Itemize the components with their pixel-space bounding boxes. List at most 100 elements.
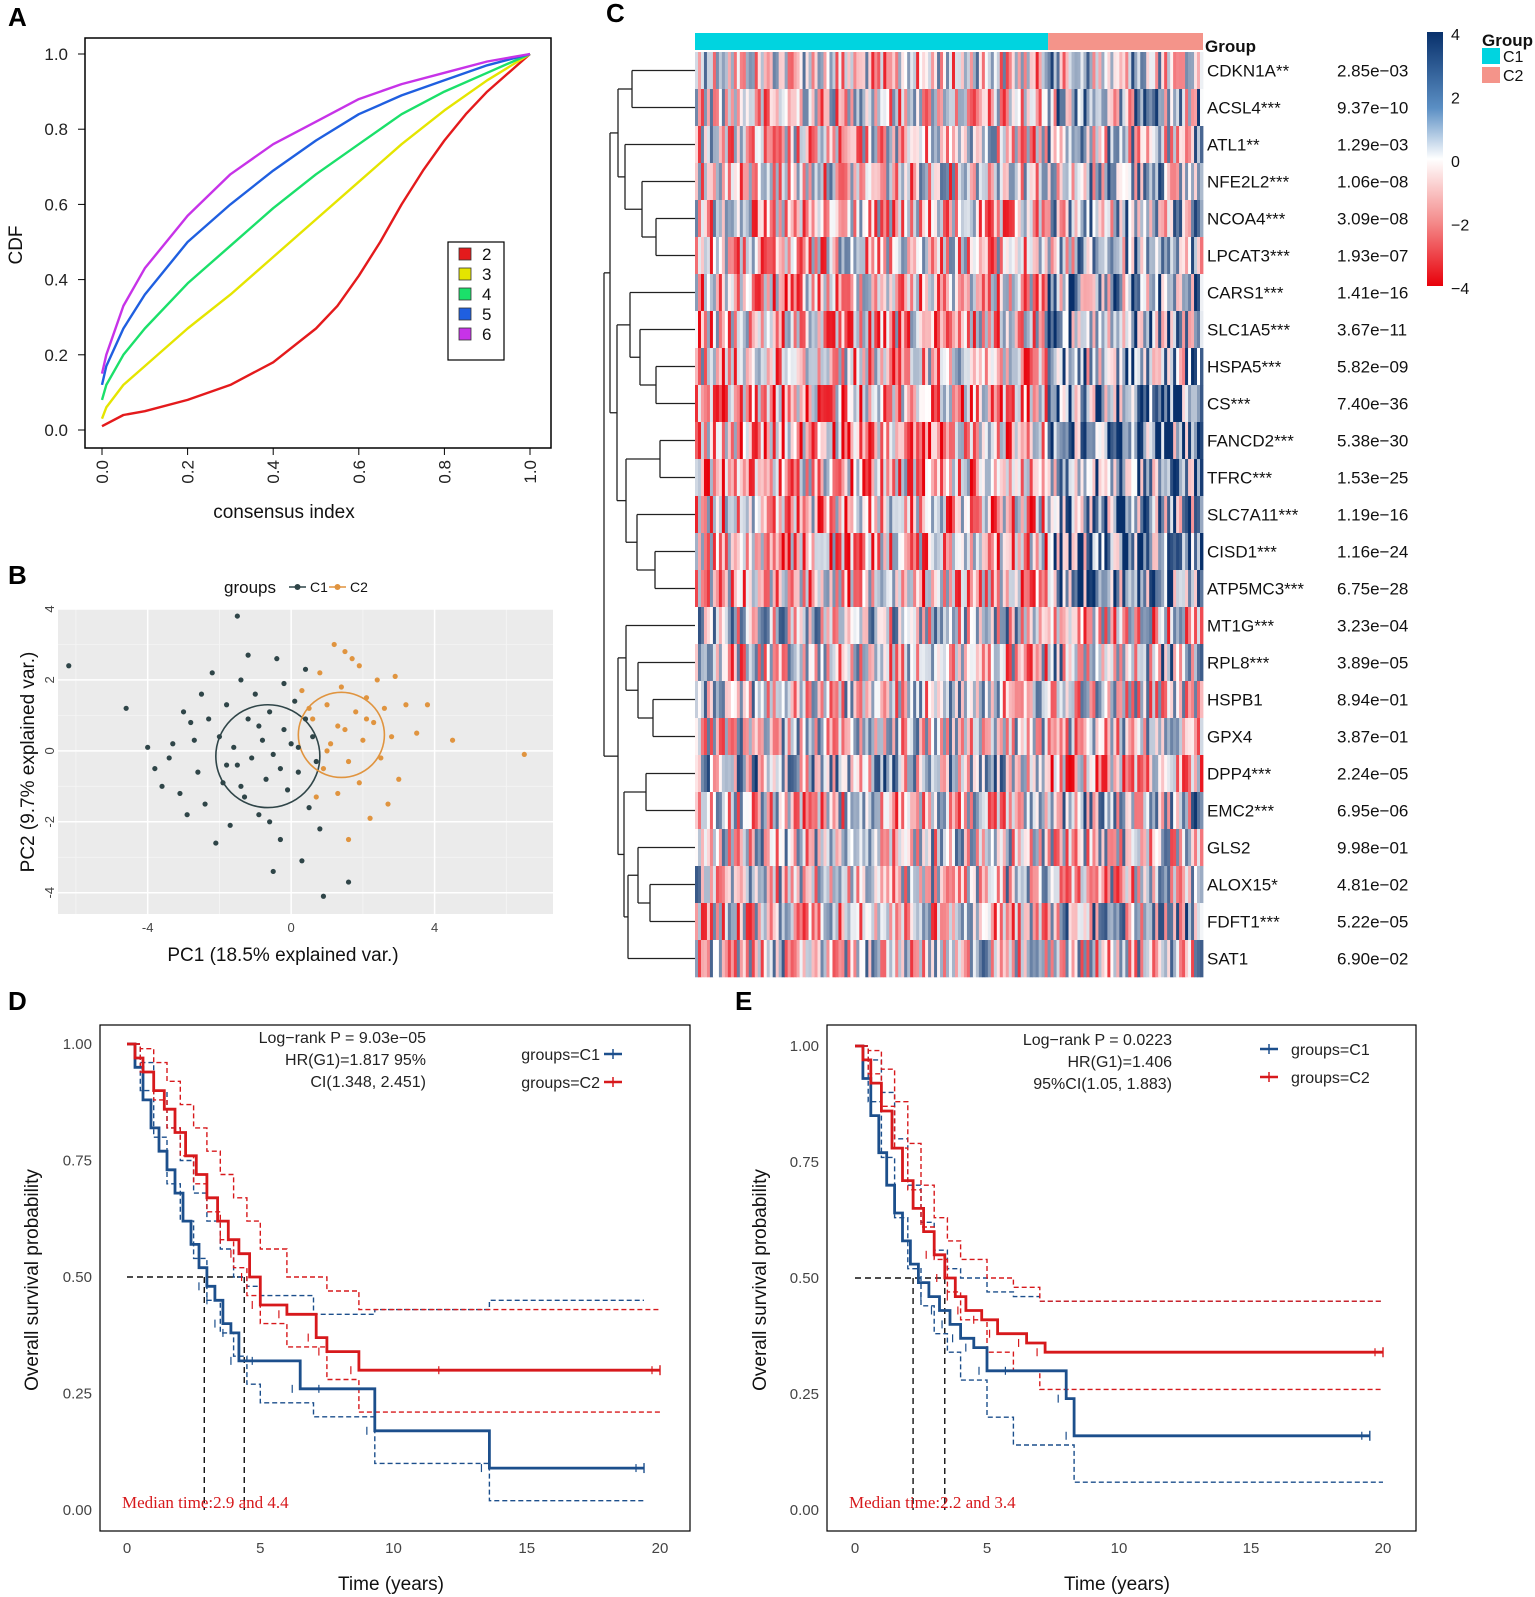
heatmap-cell: [904, 681, 908, 719]
heatmap-cell: [1176, 311, 1180, 349]
heatmap-cell: [730, 570, 735, 608]
heatmap-cell: [697, 533, 702, 571]
heatmap-cell: [901, 570, 905, 608]
heatmap-cell: [1071, 459, 1075, 497]
heatmap-cell: [790, 644, 795, 682]
heatmap-cell: [757, 533, 762, 571]
heatmap-cell: [984, 52, 989, 90]
heatmap-cell: [937, 274, 941, 312]
heatmap-cell: [1047, 570, 1051, 608]
heatmap-cell: [1074, 496, 1078, 534]
heatmap-cell: [1128, 681, 1132, 719]
heatmap-cell: [1065, 607, 1069, 645]
pca-point-c1: [234, 762, 240, 768]
heatmap-cell: [829, 903, 833, 941]
heatmap-cell: [742, 385, 747, 423]
heatmap-cell: [1086, 52, 1090, 90]
heatmap-cell: [850, 52, 854, 90]
heatmap-cell: [1086, 237, 1090, 275]
heatmap-cell: [874, 607, 878, 645]
heatmap-cell: [853, 829, 857, 867]
pca-point-c2: [345, 758, 352, 765]
heatmap-cell: [724, 718, 729, 756]
heatmap-cell: [996, 459, 1001, 497]
heatmap-cell: [1125, 126, 1129, 164]
heatmap-cell: [943, 163, 947, 201]
heatmap-cell: [940, 718, 944, 756]
pca-point-c1: [274, 656, 280, 662]
heatmap-cell: [1140, 200, 1144, 238]
heatmap-cell: [832, 681, 836, 719]
heatmap-cell: [787, 644, 792, 682]
heatmap-cell: [868, 755, 872, 793]
heatmap-cell: [1035, 644, 1040, 682]
heatmap-cell: [1005, 792, 1010, 830]
heatmap-cell: [841, 422, 845, 460]
heatmap-cell: [808, 718, 812, 756]
heatmap-cell: [1095, 718, 1099, 756]
heatmap-cell: [820, 829, 824, 867]
heatmap-cell: [972, 89, 977, 127]
heatmap-cell: [1197, 903, 1201, 941]
heatmap-cell: [811, 496, 815, 534]
heatmap-cell: [916, 829, 920, 867]
heatmap-cell: [1053, 496, 1057, 534]
heatmap-cell: [934, 385, 938, 423]
heatmap-cell: [1032, 422, 1037, 460]
heatmap-cell: [963, 126, 968, 164]
heatmap-cell: [745, 237, 750, 275]
heatmap-cell: [937, 200, 941, 238]
heatmap-cell: [892, 422, 896, 460]
heatmap-cell: [829, 348, 833, 386]
heatmap-cell: [1023, 792, 1028, 830]
heatmap-cell: [823, 311, 827, 349]
heatmap-cell: [951, 237, 956, 275]
heatmap-cell: [1188, 89, 1192, 127]
heatmap-cell: [904, 940, 908, 978]
heatmap-cell: [703, 126, 708, 164]
heatmap-cell: [766, 940, 771, 978]
heatmap-cell: [1107, 348, 1111, 386]
heatmap-cell: [886, 89, 890, 127]
heatmap-cell: [1188, 681, 1192, 719]
heatmap-cell: [895, 681, 899, 719]
heatmap-cell: [1185, 348, 1189, 386]
heatmap-cell: [754, 903, 759, 941]
heatmap-cell: [775, 89, 780, 127]
heatmap-cell: [724, 459, 729, 497]
heatmap-cell: [1176, 126, 1180, 164]
heatmap-cell: [1182, 940, 1186, 978]
heatmap-cell: [975, 274, 980, 312]
heatmap-cell: [880, 274, 884, 312]
heatmap-cell: [1116, 755, 1120, 793]
heatmap-cell: [1041, 829, 1046, 867]
heatmap-cell: [1143, 718, 1147, 756]
heatmap-cell: [715, 681, 720, 719]
heatmap-cell: [954, 385, 959, 423]
heatmap-cell: [886, 940, 890, 978]
heatmap-cell: [913, 866, 917, 904]
heatmap-cell: [868, 348, 872, 386]
heatmap-cell: [760, 274, 765, 312]
heatmap-cell: [850, 829, 854, 867]
heatmap-cell: [862, 755, 866, 793]
pca-point-c1: [259, 737, 266, 743]
heatmap-cell: [1038, 644, 1043, 682]
heatmap-cell: [1200, 718, 1204, 756]
km-d-ci-line: [127, 1043, 660, 1311]
heatmap-cell: [736, 385, 741, 423]
heatmap-cell: [724, 274, 729, 312]
heatmap-cell: [1104, 126, 1108, 164]
heatmap-cell: [1098, 866, 1102, 904]
heatmap-cell: [1149, 422, 1153, 460]
km-e-y-tick-label: 0.75: [790, 1154, 819, 1171]
heatmap-cell: [1140, 422, 1144, 460]
heatmap-cell: [739, 533, 744, 571]
heatmap-cell: [856, 792, 860, 830]
heatmap-cell: [934, 274, 938, 312]
heatmap-cell: [736, 89, 741, 127]
heatmap-cell: [916, 237, 920, 275]
km-e-y-tick-label: 1.00: [790, 1038, 819, 1055]
heatmap-cell: [901, 163, 905, 201]
heatmap-cell: [772, 422, 777, 460]
